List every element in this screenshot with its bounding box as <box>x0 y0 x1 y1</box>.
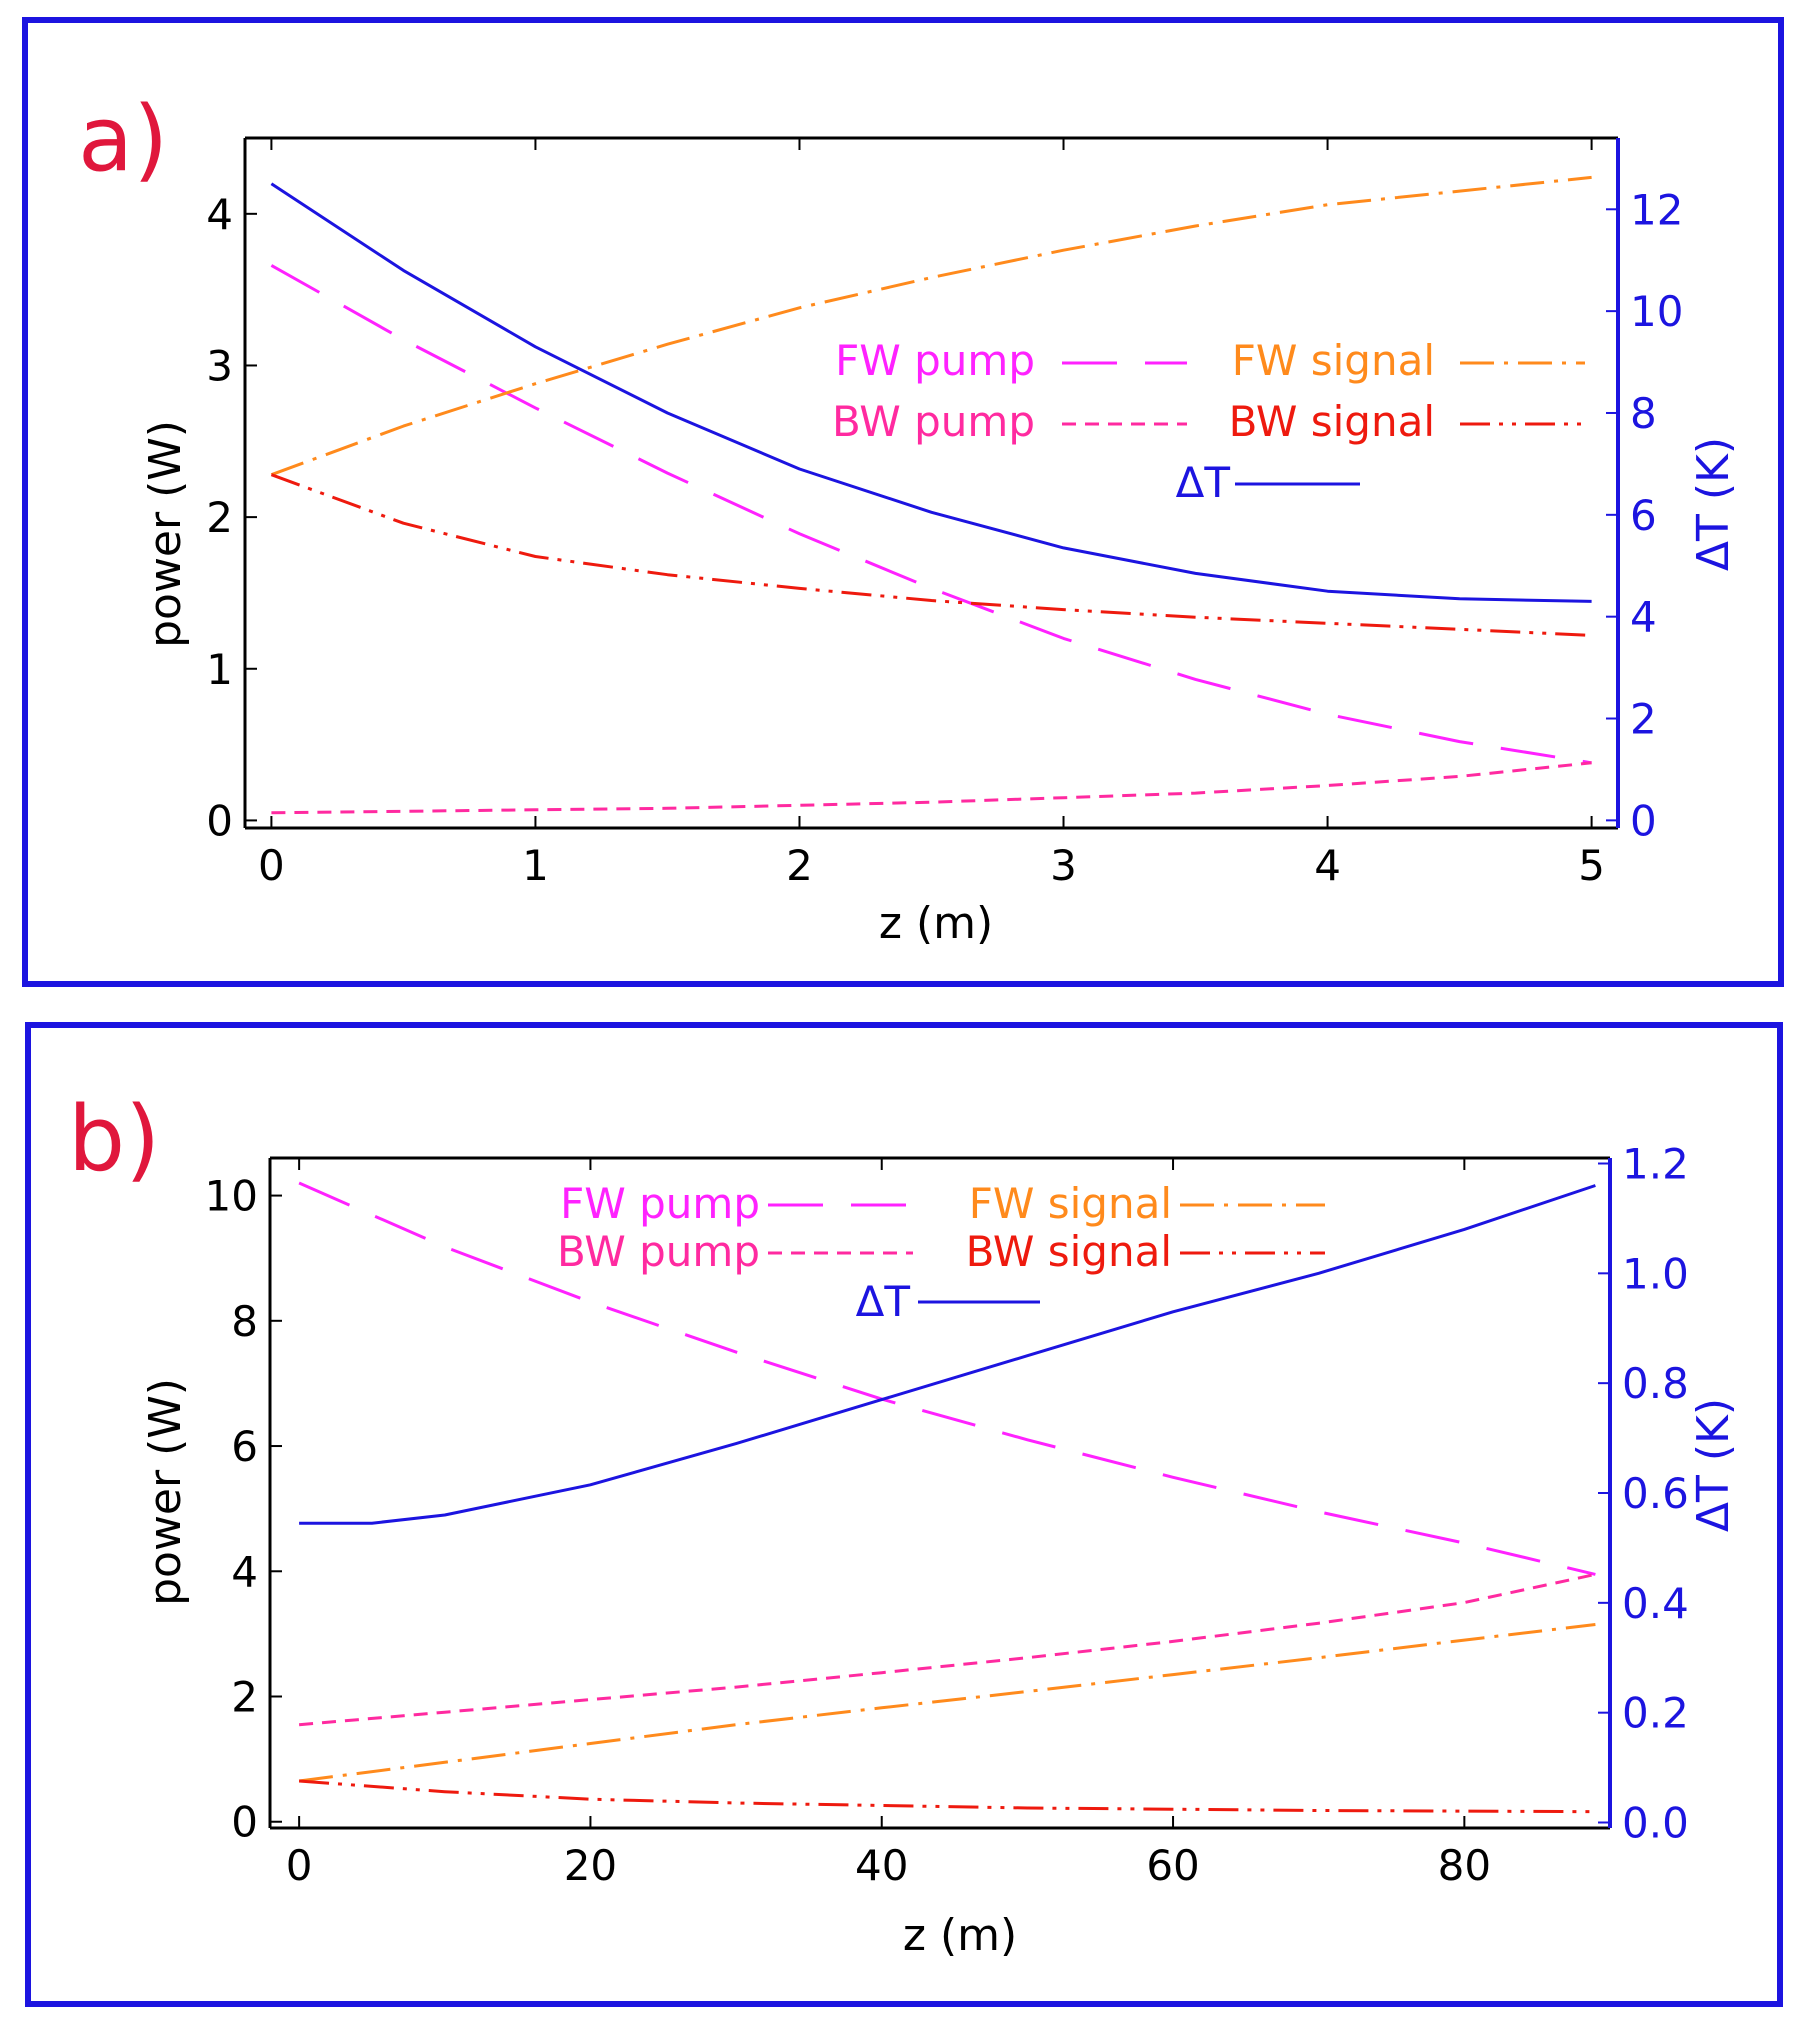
panel-a-x-tick-label: 5 <box>1578 841 1605 890</box>
panel-b-y-axis-label: power (W) <box>140 1378 191 1606</box>
panel-b-series-bw-pump <box>298 1572 1596 1727</box>
panel-a-x-tick-label: 2 <box>786 841 813 890</box>
panel-a-legend: FW pump FW signal BW pump BW signal ΔT <box>832 336 1585 507</box>
panel-a-y2-tick-label: 0 <box>1630 796 1657 845</box>
panel-b-label: b) <box>68 1087 160 1192</box>
panel-a-series-fw-pump <box>270 264 1592 765</box>
panel-b-plot: 0 20 40 60 80 0 2 4 6 8 10 0.0 0.2 0.4 0.6 0.8 1.0 1.2 <box>205 1139 1689 1890</box>
panel-a-x-tick-label: 1 <box>522 841 549 890</box>
panel-a-y2-tick-label: 12 <box>1630 185 1683 234</box>
panel-b-legend: FW pump FW signal BW pump BW signal ΔT <box>557 1179 1325 1326</box>
panel-b-y-tick-label: 8 <box>231 1297 258 1346</box>
panel-b-y2-tick-label: 0.8 <box>1622 1359 1689 1408</box>
panel-a-y-axis-label: power (W) <box>140 420 191 648</box>
panel-a-y2-tick-label: 6 <box>1630 491 1657 540</box>
panel-a-legend-fw-signal-label: FW signal <box>1232 336 1435 385</box>
panel-b-frame <box>25 1022 1783 2007</box>
panel-b-x-tick-label: 0 <box>286 1841 313 1890</box>
panel-a-frame <box>22 17 1784 987</box>
panel-a-y2-tick-label: 10 <box>1630 287 1683 336</box>
panel-a-y2-tick-label: 2 <box>1630 695 1657 744</box>
panel-a-legend-bw-signal-label: BW signal <box>1229 397 1435 446</box>
panel-b-legend-fw-signal-label: FW signal <box>969 1179 1172 1228</box>
panel-a-series-fw-signal <box>270 175 1592 477</box>
panel-b-series-delta-t <box>299 1184 1596 1525</box>
panel-b-y-tick-label: 10 <box>205 1172 258 1221</box>
panel-b-y2-axis-label: ΔT (K) <box>1688 1398 1739 1532</box>
panel-b-series-bw-signal <box>298 1779 1596 1814</box>
panel-a-y-tick-label: 2 <box>206 493 233 542</box>
panel-b-y-tick-label: 2 <box>231 1673 258 1722</box>
panel-b-x-tick-label: 40 <box>855 1841 908 1890</box>
panel-a-legend-bw-pump-label: BW pump <box>832 397 1035 446</box>
panel-b-legend-bw-pump-label: BW pump <box>557 1227 760 1276</box>
panel-b-x-tick-label: 80 <box>1438 1841 1491 1890</box>
panel-b-x-tick-label: 20 <box>564 1841 617 1890</box>
panel-a-legend-delta-t-label: ΔT <box>1176 458 1231 507</box>
panel-b-y2-tick-label: 0.4 <box>1622 1579 1689 1628</box>
panel-a-y-tick-label: 3 <box>206 341 233 390</box>
panel-a-y2-axis-label: ΔT (K) <box>1688 437 1739 571</box>
panel-b-legend-delta-t-label: ΔT <box>856 1277 911 1326</box>
panel-a-x-tick-label: 0 <box>258 841 285 890</box>
panel-b-y2-tick-label: 1.0 <box>1622 1249 1689 1298</box>
panel-b-series-fw-signal <box>298 1623 1596 1783</box>
panel-b-legend-bw-signal-label: BW signal <box>966 1227 1172 1276</box>
panel-a-x-tick-label: 3 <box>1050 841 1077 890</box>
panel-b-series-fw-pump <box>298 1181 1596 1576</box>
panel-a-y2-tick-label: 8 <box>1630 389 1657 438</box>
panel-a-legend-fw-pump-label: FW pump <box>835 336 1035 385</box>
panel-a-y-tick-label: 0 <box>206 796 233 845</box>
panel-a-label: a) <box>78 87 168 192</box>
panel-b: b) 0 20 40 60 80 0 2 4 6 8 10 0.0 0.2 0.4 0.6 0.8 1.0 1.2… <box>25 1022 1783 2007</box>
panel-a-y2-tick-label: 4 <box>1630 593 1657 642</box>
panel-a-x-tick-label: 4 <box>1314 841 1341 890</box>
panel-b-y2-tick-label: 0.6 <box>1622 1469 1689 1518</box>
panel-a-series-bw-signal <box>270 473 1592 637</box>
panel-b-y-tick-label: 0 <box>231 1798 258 1847</box>
panel-a-series-delta-t <box>270 182 1592 603</box>
panel-b-y-tick-label: 6 <box>231 1422 258 1471</box>
panel-b-legend-fw-pump-label: FW pump <box>560 1179 760 1228</box>
panel-b-y2-tick-label: 0.0 <box>1622 1799 1689 1848</box>
panel-b-x-axis-label: z (m) <box>903 1910 1017 1961</box>
panel-b-y-tick-label: 4 <box>231 1547 258 1596</box>
panel-a-y-tick-label: 1 <box>206 645 233 694</box>
panel-b-y2-tick-label: 1.2 <box>1622 1139 1689 1188</box>
panel-a-y-tick-label: 4 <box>206 190 233 239</box>
panel-a-x-axis-label: z (m) <box>879 898 993 949</box>
panel-b-x-tick-label: 60 <box>1146 1841 1199 1890</box>
panel-a-series-bw-pump <box>271 761 1592 815</box>
panel-b-y2-tick-label: 0.2 <box>1622 1689 1689 1738</box>
